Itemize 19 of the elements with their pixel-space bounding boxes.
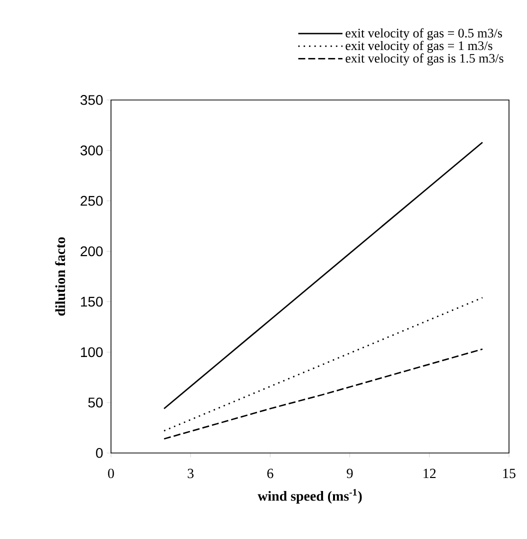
legend-label: exit velocity of gas = 0.5 m3/s <box>346 28 502 40</box>
x-tick-label: 3 <box>188 468 194 478</box>
legend-label: exit velocity of gas is 1.5 m3/s <box>346 53 504 66</box>
x-axis-title: wind speed (ms$^{-1}$) <box>258 489 362 504</box>
y-tick-label: 350 <box>80 95 103 105</box>
x-tick-label: 15 <box>503 468 516 478</box>
legend-label: exit velocity of gas = 1 m3/s <box>346 40 492 53</box>
y-tick-label: 150 <box>81 296 103 307</box>
x-tick-label: 12 <box>424 468 436 478</box>
y-tick-label: 0 <box>96 448 103 458</box>
y-tick-label: 200 <box>80 246 103 256</box>
y-tick-label: 250 <box>80 196 103 206</box>
y-tick-label: 300 <box>80 145 103 156</box>
x-tick-label: 9 <box>346 468 353 478</box>
y-tick-label: 50 <box>88 398 103 408</box>
x-tick-label: 6 <box>267 468 274 478</box>
y-axis-title: dilution facto <box>55 237 66 316</box>
y-tick-label: 100 <box>81 347 103 358</box>
x-tick-label: 0 <box>108 468 114 478</box>
